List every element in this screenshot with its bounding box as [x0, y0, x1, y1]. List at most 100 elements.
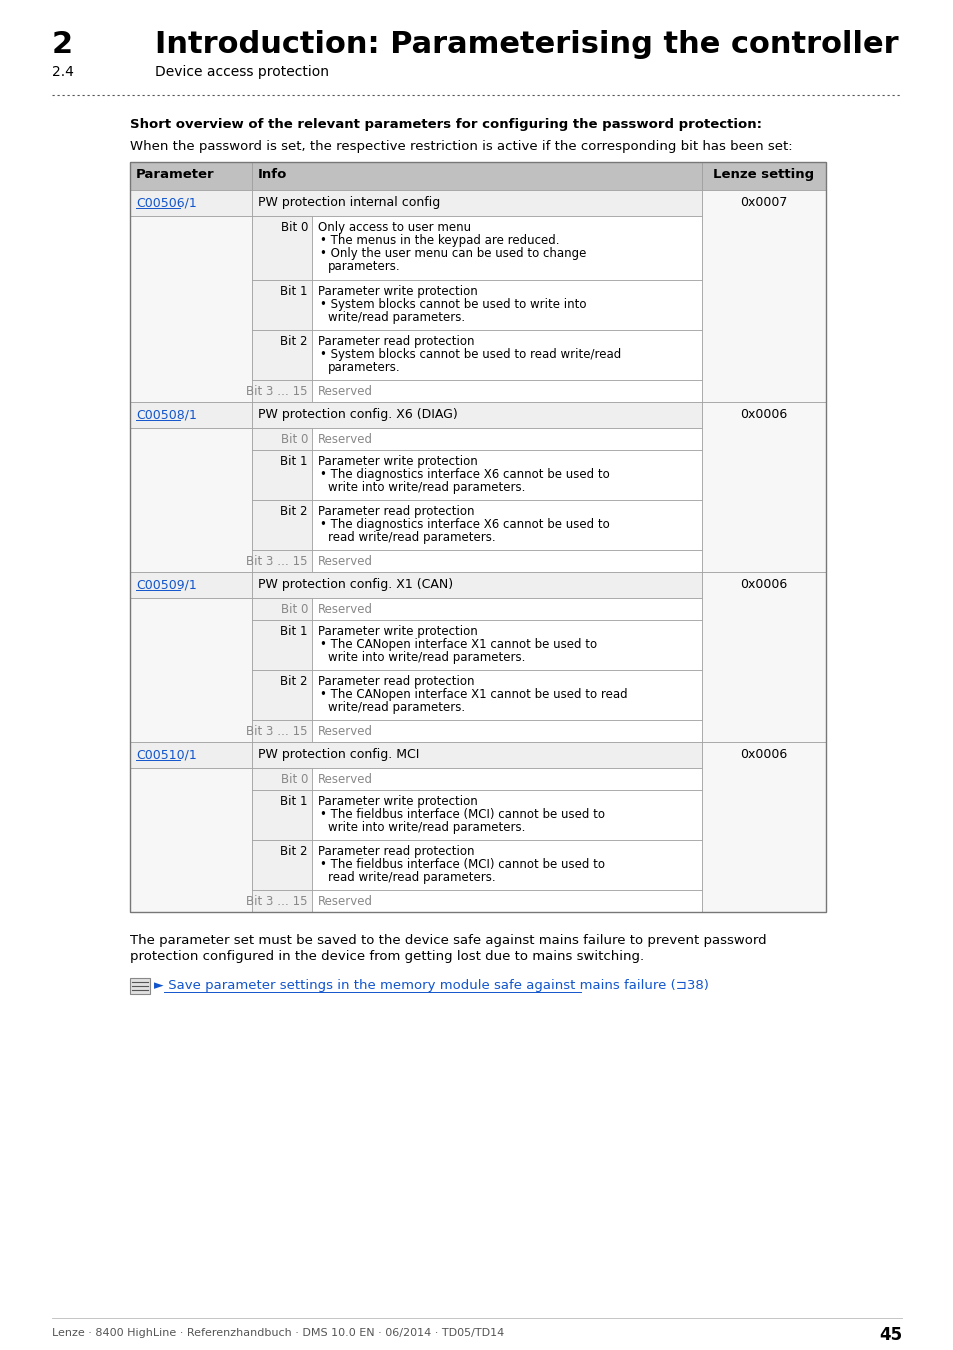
Bar — [252, 329, 312, 379]
Text: write into write/read parameters.: write into write/read parameters. — [328, 651, 525, 664]
Text: parameters.: parameters. — [328, 360, 400, 374]
Text: Bit 2: Bit 2 — [280, 845, 308, 859]
Text: Parameter read protection: Parameter read protection — [317, 335, 474, 348]
Bar — [130, 190, 252, 216]
Text: PW protection config. X1 (CAN): PW protection config. X1 (CAN) — [257, 578, 453, 591]
Text: 0x0007: 0x0007 — [740, 196, 787, 209]
Text: When the password is set, the respective restriction is active if the correspond: When the password is set, the respective… — [130, 140, 792, 153]
Text: 0x0006: 0x0006 — [740, 748, 787, 761]
Bar — [130, 162, 252, 190]
Text: Bit 2: Bit 2 — [280, 505, 308, 518]
Bar — [701, 162, 825, 190]
Text: Bit 2: Bit 2 — [280, 675, 308, 688]
Bar — [312, 670, 701, 720]
Bar — [130, 162, 825, 913]
Text: write/read parameters.: write/read parameters. — [328, 701, 465, 714]
Bar — [312, 428, 701, 450]
Text: • System blocks cannot be used to read write/read: • System blocks cannot be used to read w… — [319, 348, 620, 360]
Bar — [312, 379, 701, 402]
Text: • The fieldbus interface (MCI) cannot be used to: • The fieldbus interface (MCI) cannot be… — [319, 809, 604, 821]
Bar — [252, 840, 312, 890]
Bar — [312, 840, 701, 890]
Text: Reserved: Reserved — [317, 774, 373, 786]
Bar — [130, 216, 252, 402]
Text: write into write/read parameters.: write into write/read parameters. — [328, 481, 525, 494]
Text: Device access protection: Device access protection — [154, 65, 329, 80]
Bar — [252, 190, 701, 216]
Bar — [252, 790, 312, 840]
Text: Bit 0: Bit 0 — [280, 221, 308, 234]
Bar — [312, 279, 701, 329]
Text: read write/read parameters.: read write/read parameters. — [328, 871, 496, 884]
Text: write/read parameters.: write/read parameters. — [328, 310, 465, 324]
Bar — [130, 428, 252, 572]
Text: protection configured in the device from getting lost due to mains switching.: protection configured in the device from… — [130, 950, 643, 963]
Bar — [252, 720, 312, 743]
Bar — [312, 216, 701, 279]
Bar — [252, 620, 312, 670]
Text: Save parameter settings in the memory module safe against mains failure (⊐38): Save parameter settings in the memory mo… — [164, 979, 708, 992]
Text: Bit 0: Bit 0 — [280, 774, 308, 786]
Bar — [252, 428, 312, 450]
Text: Parameter write protection: Parameter write protection — [317, 285, 477, 298]
Text: Lenze setting: Lenze setting — [713, 167, 814, 181]
Text: Bit 3 … 15: Bit 3 … 15 — [246, 385, 308, 398]
Text: Parameter read protection: Parameter read protection — [317, 845, 474, 859]
Bar — [252, 216, 312, 279]
Bar — [130, 977, 150, 994]
Text: Reserved: Reserved — [317, 555, 373, 568]
Text: Reserved: Reserved — [317, 603, 373, 616]
Text: • The menus in the keypad are reduced.: • The menus in the keypad are reduced. — [319, 234, 558, 247]
Bar — [252, 670, 312, 720]
Bar — [701, 743, 825, 913]
Text: Parameter: Parameter — [136, 167, 214, 181]
Text: Bit 3 … 15: Bit 3 … 15 — [246, 555, 308, 568]
Text: Bit 1: Bit 1 — [280, 795, 308, 809]
Text: 2.4: 2.4 — [52, 65, 73, 80]
Text: Parameter read protection: Parameter read protection — [317, 505, 474, 518]
Text: • System blocks cannot be used to write into: • System blocks cannot be used to write … — [319, 298, 586, 311]
Text: • The CANopen interface X1 cannot be used to: • The CANopen interface X1 cannot be use… — [319, 639, 597, 651]
Bar — [252, 572, 701, 598]
Text: Bit 2: Bit 2 — [280, 335, 308, 348]
Text: • The diagnostics interface X6 cannot be used to: • The diagnostics interface X6 cannot be… — [319, 518, 609, 531]
Text: 2: 2 — [52, 30, 73, 59]
Bar — [312, 450, 701, 500]
Text: Bit 1: Bit 1 — [280, 625, 308, 639]
Text: C00509/1: C00509/1 — [136, 578, 196, 591]
Text: C00506/1: C00506/1 — [136, 196, 196, 209]
Bar — [252, 402, 701, 428]
Text: Bit 1: Bit 1 — [280, 455, 308, 468]
Bar — [312, 620, 701, 670]
Bar — [252, 162, 701, 190]
Text: read write/read parameters.: read write/read parameters. — [328, 531, 496, 544]
Text: Bit 0: Bit 0 — [280, 603, 308, 616]
Text: Parameter write protection: Parameter write protection — [317, 795, 477, 809]
Bar — [130, 768, 252, 913]
Text: PW protection config. MCI: PW protection config. MCI — [257, 748, 419, 761]
Text: Only access to user menu: Only access to user menu — [317, 221, 471, 234]
Text: 0x0006: 0x0006 — [740, 408, 787, 421]
Bar — [252, 890, 312, 913]
Text: Reserved: Reserved — [317, 725, 373, 738]
Bar — [130, 572, 252, 598]
Bar — [701, 190, 825, 402]
Bar — [130, 402, 252, 428]
Bar — [130, 598, 252, 742]
Text: The parameter set must be saved to the device safe against mains failure to prev: The parameter set must be saved to the d… — [130, 934, 766, 946]
Text: • The fieldbus interface (MCI) cannot be used to: • The fieldbus interface (MCI) cannot be… — [319, 859, 604, 871]
Text: C00510/1: C00510/1 — [136, 748, 196, 761]
Bar — [252, 768, 312, 790]
Text: Reserved: Reserved — [317, 895, 373, 909]
Text: Info: Info — [257, 167, 287, 181]
Text: PW protection internal config: PW protection internal config — [257, 196, 439, 209]
Text: • Only the user menu can be used to change: • Only the user menu can be used to chan… — [319, 247, 586, 261]
Text: • The diagnostics interface X6 cannot be used to: • The diagnostics interface X6 cannot be… — [319, 468, 609, 481]
Text: Parameter write protection: Parameter write protection — [317, 625, 477, 639]
Bar — [252, 598, 312, 620]
Text: write into write/read parameters.: write into write/read parameters. — [328, 821, 525, 834]
Text: Introduction: Parameterising the controller: Introduction: Parameterising the control… — [154, 30, 898, 59]
Text: parameters.: parameters. — [328, 261, 400, 273]
Text: Short overview of the relevant parameters for configuring the password protectio: Short overview of the relevant parameter… — [130, 117, 761, 131]
Bar — [312, 768, 701, 790]
